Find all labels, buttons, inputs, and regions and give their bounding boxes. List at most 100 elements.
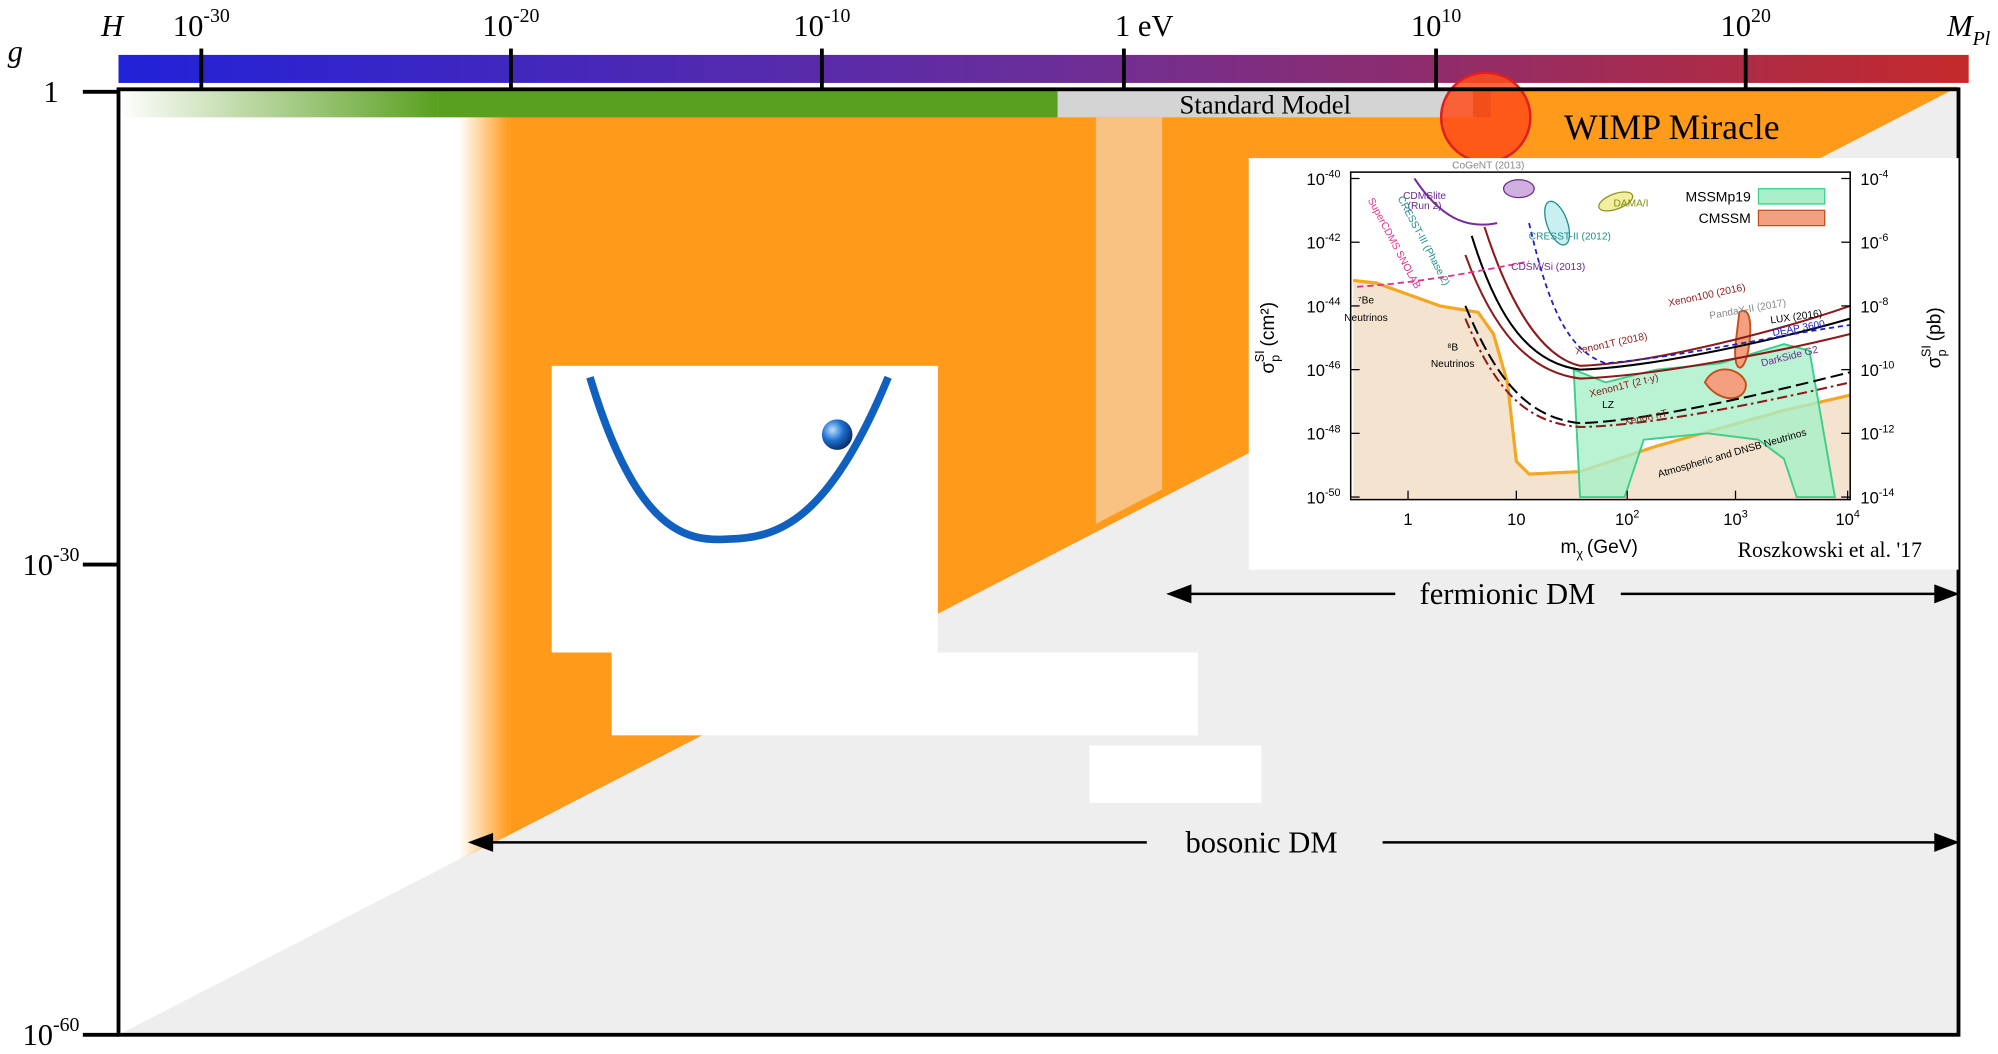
experiment-label: ⁷Be [1358,295,1374,306]
inset-x-tick-label: 102 [1615,509,1639,529]
green-fade [118,89,438,118]
inset-y2-tick-label: 10-10 [1860,360,1894,380]
symbol: σ [1258,362,1279,374]
dispersion-bg [611,652,1198,736]
inset-y-tick-label-exp: -44 [1325,296,1341,308]
top-tick-label-exp: 20 [1751,5,1771,27]
sub: p [1934,349,1949,356]
sup: SI [1918,345,1933,357]
inset-y-tick-label-exp: -50 [1325,487,1341,499]
legend-label: MSSMp19 [1685,188,1751,204]
top-tick-label: H [100,9,125,43]
dama-region [1598,191,1634,212]
top-tick-label-base: 10 [173,9,204,43]
top-tick-label-text: H [100,9,125,43]
inset-y-tick-label: 10-42 [1307,232,1341,252]
cdms-si-region [1502,179,1535,199]
experiment-label: CDMSlite [1403,191,1446,202]
arrows [467,584,1960,852]
inset-y-tick-label-base: 10 [1307,170,1325,189]
cmssm-region [1734,309,1752,369]
inset-axes [1349,171,1851,501]
neutrino-line [1353,278,1851,476]
top-tick-label: 10-20 [482,5,539,43]
left-tick-label-base: 10 [22,548,53,582]
unit: (pb) [1925,307,1946,341]
left-tick-label-base: 10 [22,1018,53,1052]
wimp-circle [1439,71,1532,164]
top-tick-label-base: M [1946,9,1974,43]
left-tick-label-exp: -30 [53,544,80,566]
experiment-label: CRESST-II (2012) [1529,232,1611,243]
panel-bg [551,365,938,653]
inset-y-tick-label-base: 10 [1307,425,1325,444]
experiment-label: (Run 2) [1408,201,1442,212]
symbol: σ [1925,356,1946,368]
cresst-region [1544,200,1571,246]
inset-y2-tick-label: 10-12 [1860,423,1894,443]
inset-x-tick-label-text: 10 [1507,510,1525,529]
inset-y2-tick-label-base: 10 [1860,234,1878,253]
neutrino-floor [1353,280,1851,500]
lz-curve [1464,305,1851,425]
top-tick-label-exp: 10 [1441,5,1461,27]
inset-x-tick-label: 10 [1507,510,1525,529]
inset-y-tick-label-exp: -42 [1325,232,1341,244]
y-axis-label: g [8,34,23,68]
green-bar [437,89,1058,118]
inset-y-tick-label: 10-50 [1307,487,1341,507]
top-tick-label-exp: -10 [824,5,851,27]
arrow-head [1166,584,1192,604]
left-tick-label-text: 1 [43,75,58,109]
legend-swatch [1757,209,1826,227]
unit: (GeV) [1587,537,1638,558]
arrow-head [1934,584,1960,604]
left-tick-label: 1 [43,75,58,109]
inset-y2-tick-label-exp: -8 [1879,296,1889,308]
inset-x-tick-label-base: 10 [1615,510,1633,529]
top-tick-label: 10-10 [793,5,850,43]
credit: Roszkowski et al. '17 [1738,538,1923,562]
mass-bar [118,54,1969,83]
left-tick-label-exp: -60 [53,1014,80,1036]
inset-axis-title: σpSI (cm²) [1252,302,1282,374]
inset-y-tick-label: 10-40 [1307,168,1341,188]
experiment-label: DAMA/I [1613,199,1648,210]
cmssm-region [1703,368,1747,400]
inset-y-tick-label: 10-48 [1307,423,1341,443]
inset-x-tick-label-exp: 3 [1742,509,1748,521]
unit: (cm²) [1258,302,1279,347]
inset-y2-tick-label-exp: -4 [1879,168,1889,180]
top-tick-label-exp: -30 [203,5,230,27]
top-tick-label: 1010 [1411,5,1462,43]
experiment-label: ⁸B [1447,343,1458,354]
inset-y2-tick-label-exp: -10 [1879,360,1895,372]
sub: χ [1576,546,1583,561]
inset-y2-tick-label: 10-8 [1860,296,1888,316]
inset-x-tick-label: 1 [1403,510,1412,529]
inset-x-tick-label-exp: 2 [1633,509,1639,521]
ball [821,419,853,450]
experiment-label: Neutrinos [1344,313,1388,324]
top-tick-label: MPl [1946,9,1991,50]
experiment-label: CDSM/Si (2013) [1511,262,1585,273]
top-tick-label-base: 10 [793,9,824,43]
inset-y-tick-label-base: 10 [1307,234,1325,253]
arrow-head [467,832,494,852]
sm-bar [1057,89,1479,118]
experiment-label: LZ [1602,400,1614,411]
arrow-head [1934,832,1960,852]
left-tick-label: 10-30 [22,544,79,582]
inset-y-tick-label-base: 10 [1307,488,1325,507]
sup: SI [1252,350,1267,362]
legend-swatch [1757,188,1826,205]
experiment-label: CoGeNT (2013) [1452,160,1524,171]
inset-y-tick-label-exp: -48 [1325,423,1341,435]
top-tick-label-base: 10 [1720,9,1751,43]
experiment-label: Neutrinos [1431,359,1475,370]
inset-x-tick-label-exp: 4 [1854,509,1860,521]
inset-y-tick-label: 10-44 [1307,296,1341,316]
inset-y2-tick-label-base: 10 [1860,170,1878,189]
inset-y2-tick-label-exp: -6 [1879,232,1889,244]
